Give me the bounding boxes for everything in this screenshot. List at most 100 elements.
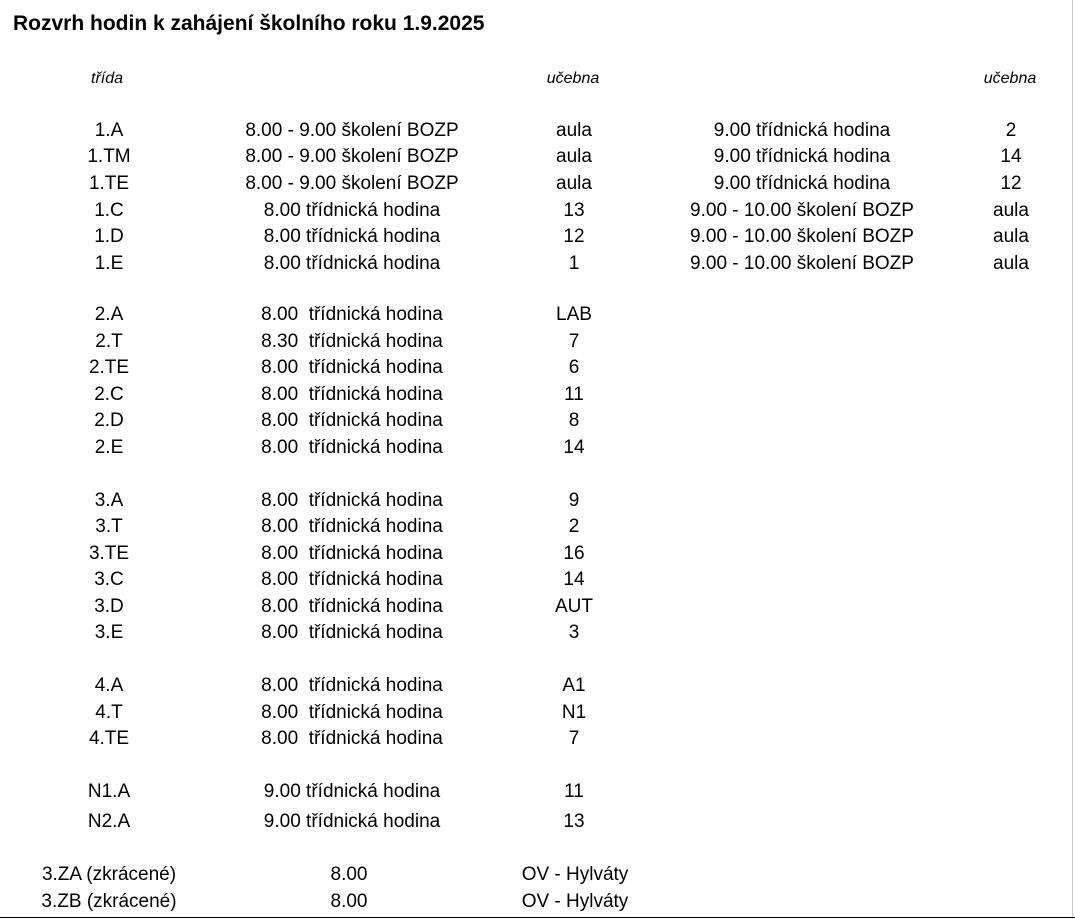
class-cell: 2.TE (88, 357, 130, 378)
room-cell: 13 (563, 200, 585, 221)
second-room-cell: 14 (1000, 146, 1022, 167)
table-row: 3.ZB (zkrácené) 8.00 OV - Hylváty (0, 889, 1075, 915)
class-cell: 3.TE (88, 543, 130, 564)
column-header-room: učebna (546, 70, 600, 87)
table-row: 3.D 8.00 třídnická hodina AUT (0, 594, 1075, 620)
activity-cell: 8.00 třídnická hodina (261, 622, 443, 643)
second-activity-cell: 9.00 třídnická hodina (713, 173, 891, 194)
class-cell: 4.A (94, 675, 124, 696)
activity-cell: 8.00 třídnická hodina (261, 304, 443, 325)
activity-cell: 8.00 třídnická hodina (261, 410, 443, 431)
table-row: 1.E 8.00 třídnická hodina 1 9.00 - 10.00 šk… (0, 251, 1075, 277)
activity-cell: 9.00 třídnická hodina (263, 781, 441, 802)
room-cell: aula (556, 173, 592, 194)
class-cell: 4.T (95, 702, 123, 723)
room-cell: 9 (568, 490, 580, 511)
room-cell: LAB (556, 304, 592, 325)
room-cell: A1 (562, 675, 586, 696)
activity-cell: 8.00 třídnická hodina (261, 437, 443, 458)
page-edge (1072, 0, 1073, 919)
class-cell: 1.C (94, 200, 124, 221)
room-cell: 16 (563, 543, 585, 564)
column-header-room-second: učebna (983, 70, 1037, 87)
second-activity-cell: 9.00 třídnická hodina (713, 120, 891, 141)
activity-cell: 8.00 (330, 864, 368, 885)
class-cell: 1.TE (88, 173, 130, 194)
activity-cell: 8.00 třídnická hodina (261, 728, 443, 749)
activity-cell: 8.00 třídnická hodina (261, 357, 443, 378)
table-row: 3.T 8.00 třídnická hodina 2 (0, 514, 1075, 540)
table-row: 1.A 8.00 - 9.00 školení BOZP aula 9.00 tříd… (0, 118, 1075, 144)
second-activity-cell: 9.00 - 10.00 školení BOZP (690, 200, 914, 221)
class-cell: 1.TM (87, 146, 131, 167)
room-cell: OV - Hylváty (521, 891, 629, 912)
activity-cell: 8.00 třídnická hodina (261, 596, 443, 617)
class-cell: 2.C (94, 384, 124, 405)
class-cell: 2.A (94, 304, 124, 325)
room-cell: 1 (568, 253, 580, 274)
table-row: 1.C 8.00 třídnická hodina 13 9.00 - 10.00 š… (0, 198, 1075, 224)
class-cell: 3.D (94, 596, 124, 617)
table-row: 3.E 8.00 třídnická hodina 3 (0, 620, 1075, 646)
room-cell: 3 (568, 622, 580, 643)
activity-cell: 8.00 třídnická hodina (261, 675, 443, 696)
room-cell: 11 (564, 781, 584, 802)
class-cell: 2.D (94, 410, 124, 431)
table-row: 3.TE 8.00 třídnická hodina 16 (0, 541, 1075, 567)
table-row: 2.E 8.00 třídnická hodina 14 (0, 435, 1075, 461)
table-row: N2.A 9.00 třídnická hodina 13 (0, 809, 1075, 835)
class-cell: 3.ZA (zkrácené) (41, 864, 177, 885)
room-cell: 11 (564, 384, 584, 405)
table-row: 2.C 8.00 třídnická hodina 11 (0, 382, 1075, 408)
class-cell: N2.A (87, 811, 131, 832)
room-cell: 14 (563, 569, 585, 590)
room-cell: 13 (563, 811, 585, 832)
activity-cell: 8.00 třídnická hodina (261, 702, 443, 723)
second-room-cell: aula (993, 253, 1029, 274)
table-row: 3.C 8.00 třídnická hodina 14 (0, 567, 1075, 593)
class-cell: 3.C (94, 569, 124, 590)
activity-cell: 8.00 (330, 891, 368, 912)
table-row: 1.TM 8.00 - 9.00 školení BOZP aula 9.00 tří… (0, 144, 1075, 170)
class-cell: 3.ZB (zkrácené) (41, 891, 177, 912)
class-cell: 3.T (95, 516, 123, 537)
table-row: 4.TE 8.00 třídnická hodina 7 (0, 726, 1075, 752)
table-row: 2.A 8.00 třídnická hodina LAB (0, 302, 1075, 328)
second-activity-cell: 9.00 - 10.00 školení BOZP (690, 226, 914, 247)
table-row: 2.D 8.00 třídnická hodina 8 (0, 408, 1075, 434)
table-row: N1.A 9.00 třídnická hodina 11 (0, 779, 1075, 805)
room-cell: 2 (568, 516, 580, 537)
table-row: 3.ZA (zkrácené) 8.00 OV - Hylváty (0, 862, 1075, 888)
room-cell: OV - Hylváty (521, 864, 629, 885)
second-activity-cell: 9.00 - 10.00 školení BOZP (690, 253, 914, 274)
room-cell: N1 (561, 702, 587, 723)
class-cell: 4.TE (88, 728, 130, 749)
activity-cell: 8.00 třídnická hodina (261, 490, 443, 511)
activity-cell: 8.00 třídnická hodina (261, 516, 443, 537)
class-cell: 3.A (94, 490, 124, 511)
page-title: Rozvrh hodin k zahájení školního roku 1.… (13, 12, 485, 35)
activity-cell: 8.00 třídnická hodina (261, 543, 443, 564)
table-row: 4.T 8.00 třídnická hodina N1 (0, 700, 1075, 726)
room-cell: AUT (555, 596, 593, 617)
column-header-class: třída (90, 70, 124, 87)
class-cell: 1.E (94, 253, 124, 274)
activity-cell: 8.00 - 9.00 školení BOZP (245, 173, 459, 194)
room-cell: 6 (568, 357, 580, 378)
class-cell: 3.E (94, 622, 124, 643)
room-cell: 8 (568, 410, 580, 431)
room-cell: 7 (568, 331, 580, 352)
class-cell: N1.A (87, 781, 131, 802)
activity-cell: 9.00 třídnická hodina (263, 811, 441, 832)
room-cell: 7 (568, 728, 580, 749)
table-row: 3.A 8.00 třídnická hodina 9 (0, 488, 1075, 514)
page-bottom-border (0, 917, 1075, 918)
activity-cell: 8.00 třídnická hodina (263, 253, 441, 274)
table-row: 1.D 8.00 třídnická hodina 12 9.00 - 10.00 š… (0, 224, 1075, 250)
room-cell: aula (556, 120, 592, 141)
table-row: 2.TE 8.00 třídnická hodina 6 (0, 355, 1075, 381)
second-room-cell: aula (993, 200, 1029, 221)
activity-cell: 8.00 třídnická hodina (261, 384, 443, 405)
table-row: 4.A 8.00 třídnická hodina A1 (0, 673, 1075, 699)
class-cell: 1.A (94, 120, 124, 141)
